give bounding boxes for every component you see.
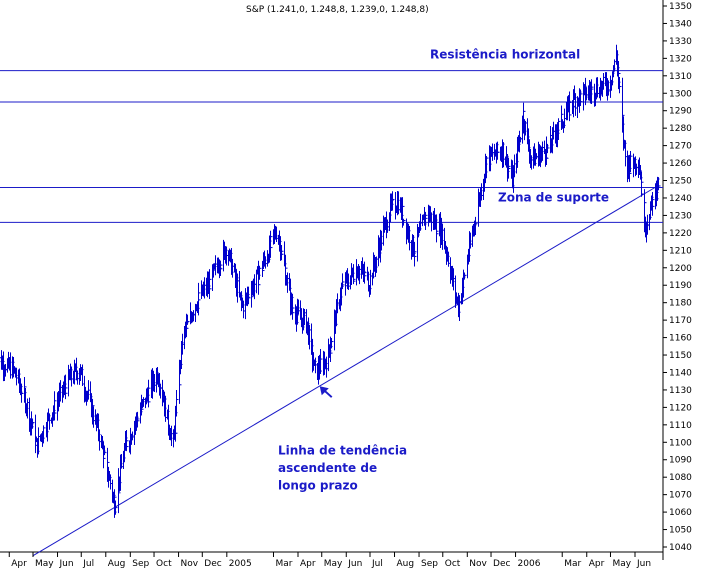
trendline bbox=[32, 185, 659, 557]
x-tick-label: Dec bbox=[204, 559, 221, 569]
y-tick-label: 1330 bbox=[669, 37, 692, 47]
annotation-text: Zona de suporte bbox=[498, 190, 609, 204]
y-tick-label: 1060 bbox=[669, 508, 692, 518]
x-tick-label: Oct bbox=[445, 559, 461, 569]
horizontal-lines bbox=[0, 70, 663, 223]
y-tick-label: 1220 bbox=[669, 229, 692, 239]
plot-area bbox=[0, 0, 663, 552]
y-tick-label: 1120 bbox=[669, 403, 692, 413]
annotation-text: longo prazo bbox=[278, 478, 358, 492]
y-tick-label: 1070 bbox=[669, 491, 692, 501]
arrow-icon bbox=[319, 386, 333, 398]
x-tick-label: Sep bbox=[421, 559, 438, 569]
annotation-text: ascendente de bbox=[278, 461, 377, 475]
y-tick-label: 1320 bbox=[669, 54, 692, 64]
x-tick-label: Mar bbox=[564, 559, 581, 569]
y-tick-label: 1150 bbox=[669, 351, 692, 361]
x-tick-label: Apr bbox=[589, 559, 605, 569]
y-tick-label: 1200 bbox=[669, 264, 692, 274]
trendline-layer bbox=[32, 185, 659, 557]
x-tick-label: Jun bbox=[636, 559, 651, 569]
x-tick-label: Apr bbox=[300, 559, 316, 569]
y-tick-label: 1050 bbox=[669, 526, 692, 536]
y-tick-label: 1110 bbox=[669, 421, 692, 431]
y-tick-label: 1260 bbox=[669, 159, 692, 169]
y-tick-label: 1340 bbox=[669, 19, 692, 29]
chart-title: S&P (1.241,0, 1.248,8, 1.239,0, 1.248,8) bbox=[246, 5, 429, 15]
y-tick-label: 1240 bbox=[669, 194, 692, 204]
x-axis: Apr May Jun Jul Aug Sep Oct Nov Dec 2005 Mar Apr May… bbox=[8, 552, 651, 569]
y-tick-label: 1080 bbox=[669, 473, 692, 483]
y-tick-label: 1280 bbox=[669, 124, 692, 134]
x-tick-label: Aug bbox=[397, 559, 415, 569]
x-tick-label: Dec bbox=[493, 559, 510, 569]
y-tick-label: 1130 bbox=[669, 386, 692, 396]
annotation-text: Linha de tendência bbox=[278, 444, 407, 458]
x-tick-label: Jul bbox=[371, 559, 383, 569]
x-tick-label: May bbox=[612, 559, 631, 569]
y-tick-label: 1100 bbox=[669, 438, 692, 448]
x-tick-label: Oct bbox=[156, 559, 172, 569]
x-tick-label: Mar bbox=[275, 559, 292, 569]
x-tick-label: 2005 bbox=[229, 559, 252, 569]
x-tick-label: Jun bbox=[347, 559, 362, 569]
x-tick-label: Nov bbox=[181, 559, 199, 569]
y-tick-label: 1140 bbox=[669, 368, 692, 378]
y-tick-label: 1300 bbox=[669, 89, 692, 99]
x-tick-label: Aug bbox=[108, 559, 126, 569]
x-tick-label: May bbox=[35, 559, 54, 569]
y-tick-label: 1350 bbox=[669, 2, 692, 12]
y-axis: 1040 1050 1060 1070 1080 1090 1100 1110 1120 1130… bbox=[663, 2, 692, 553]
x-tick-label: Apr bbox=[11, 559, 27, 569]
y-tick-label: 1250 bbox=[669, 177, 692, 187]
x-tick-label: Sep bbox=[132, 559, 149, 569]
y-tick-label: 1310 bbox=[669, 72, 692, 82]
y-tick-label: 1040 bbox=[669, 543, 692, 553]
x-tick-label: May bbox=[324, 559, 343, 569]
x-tick-label: Jun bbox=[59, 559, 74, 569]
y-tick-label: 1210 bbox=[669, 246, 692, 256]
price-bars bbox=[0, 44, 661, 518]
x-tick-label: Nov bbox=[469, 559, 487, 569]
annotation-text: Resistência horizontal bbox=[430, 47, 580, 61]
y-tick-label: 1290 bbox=[669, 107, 692, 117]
annotations: Resistência horizontal Zona de suporte Lin… bbox=[278, 47, 609, 492]
y-tick-label: 1270 bbox=[669, 142, 692, 152]
y-tick-label: 1190 bbox=[669, 281, 692, 291]
y-tick-label: 1170 bbox=[669, 316, 692, 326]
y-tick-label: 1230 bbox=[669, 211, 692, 221]
y-tick-label: 1180 bbox=[669, 299, 692, 309]
x-tick-label: 2006 bbox=[518, 559, 541, 569]
y-tick-label: 1090 bbox=[669, 456, 692, 466]
x-tick-label: Jul bbox=[82, 559, 94, 569]
y-tick-label: 1160 bbox=[669, 334, 692, 344]
